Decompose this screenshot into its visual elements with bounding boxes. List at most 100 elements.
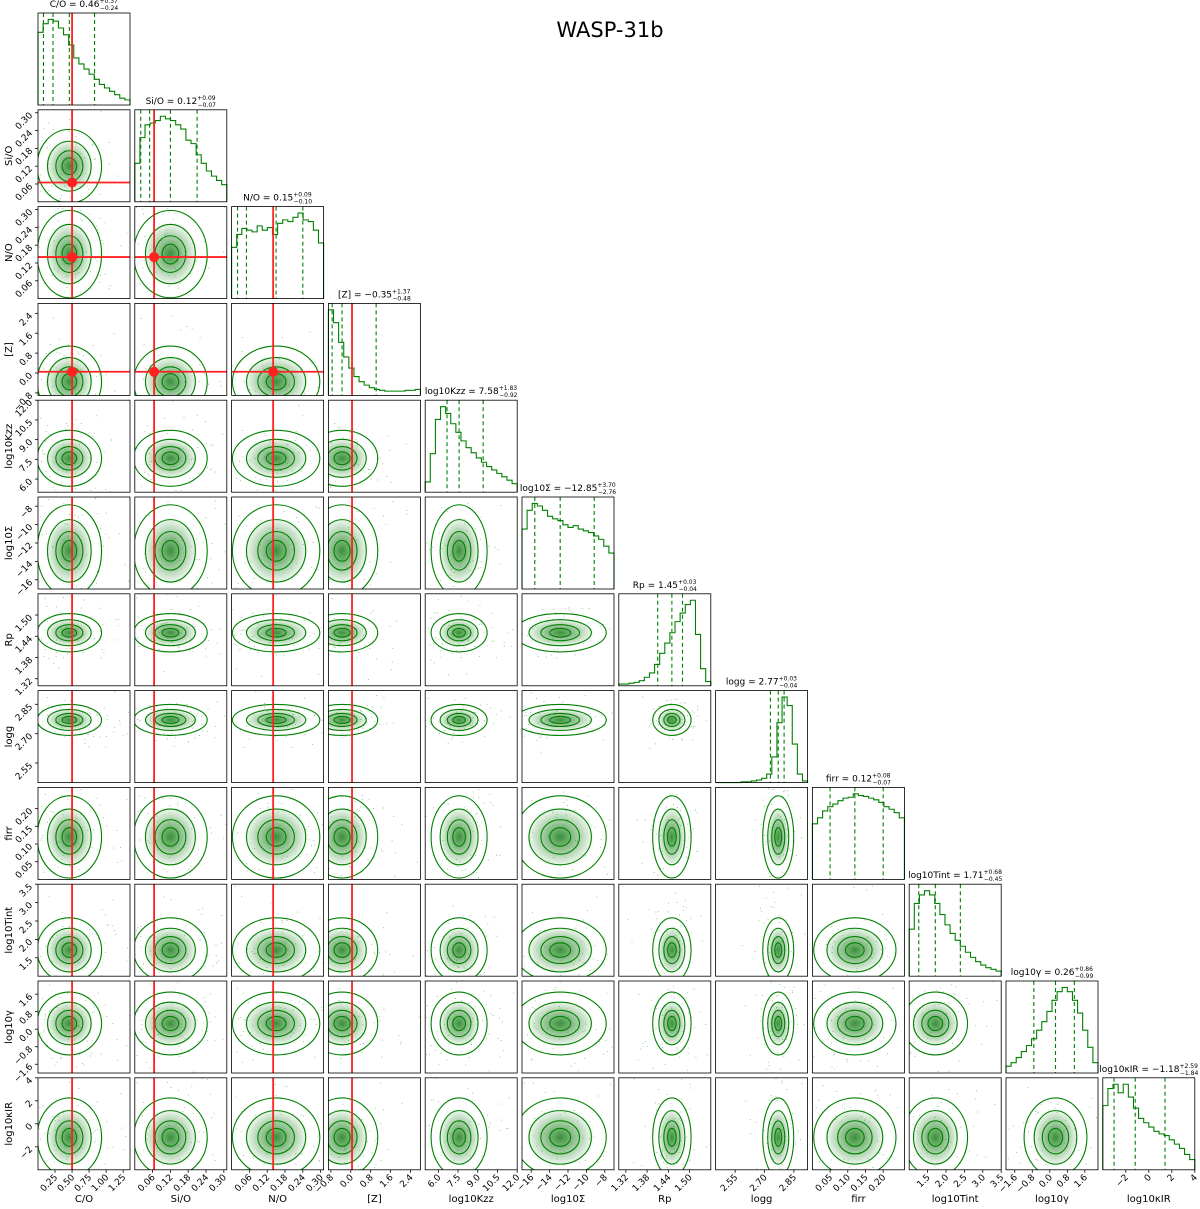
contour-line bbox=[61, 627, 78, 638]
panel-frame bbox=[618, 690, 712, 783]
contour-line bbox=[55, 445, 84, 471]
panel-frame bbox=[715, 1077, 808, 1171]
density-fill bbox=[243, 926, 309, 974]
scatter-points bbox=[38, 691, 129, 748]
contour-line bbox=[909, 991, 969, 1056]
panel-frame bbox=[134, 496, 228, 590]
contour-line bbox=[265, 827, 287, 847]
contour-panel-10-6 bbox=[618, 980, 712, 1074]
panel-title: N/O = 0.15+0.09 −0.10 bbox=[243, 192, 312, 206]
x-axis-label: Si/O bbox=[171, 1194, 191, 1205]
x-axis-label: [Z] bbox=[367, 1194, 382, 1205]
contour-line bbox=[257, 1009, 295, 1038]
panel-frame bbox=[134, 109, 228, 203]
contour-line bbox=[161, 243, 180, 265]
density-fill bbox=[45, 926, 94, 974]
contour-panel-3-2 bbox=[231, 302, 325, 396]
contour-line bbox=[333, 451, 351, 466]
x-tick-label: 0.25 bbox=[39, 1173, 60, 1194]
panel-frame bbox=[327, 690, 421, 783]
contour-line bbox=[161, 1127, 180, 1147]
panel-frame bbox=[231, 690, 325, 783]
contour-line bbox=[912, 1001, 958, 1046]
truth-point bbox=[268, 366, 279, 377]
panel-frame bbox=[134, 980, 228, 1074]
contour-line bbox=[161, 942, 180, 958]
y-tick-label: 2.0 bbox=[18, 937, 35, 954]
contour-line bbox=[245, 357, 307, 396]
contour-line bbox=[265, 715, 287, 725]
x-tick-label: −10 bbox=[571, 1173, 592, 1194]
density-fill bbox=[243, 437, 309, 480]
contour-line bbox=[658, 927, 686, 973]
y-tick-label: 10.5 bbox=[14, 418, 35, 439]
contour-line bbox=[46, 708, 92, 732]
x-tick-label: −2 bbox=[1114, 1173, 1130, 1189]
contour-line bbox=[161, 627, 180, 638]
panel-frame bbox=[908, 980, 1002, 1074]
contour-line bbox=[245, 1001, 307, 1046]
contour-line bbox=[231, 991, 321, 1056]
contour-panel-10-8 bbox=[812, 980, 905, 1074]
density-fill bbox=[45, 618, 94, 647]
density-fill bbox=[766, 806, 790, 868]
contour-line bbox=[837, 936, 873, 965]
contour-line bbox=[762, 795, 795, 879]
density-fill bbox=[328, 1108, 369, 1167]
panel-frame bbox=[37, 1077, 131, 1171]
contour-panel-5-4 bbox=[424, 496, 518, 590]
contour-line bbox=[446, 1009, 472, 1038]
contour-line bbox=[328, 808, 367, 866]
contour-line bbox=[439, 1110, 479, 1165]
y-tick-label: 2.5 bbox=[18, 919, 35, 936]
contour-line bbox=[767, 1001, 790, 1046]
contour-line bbox=[265, 451, 287, 466]
contour-line bbox=[771, 819, 786, 855]
y-tick-label: 0.06 bbox=[14, 279, 35, 300]
density-fill bbox=[824, 1000, 886, 1047]
density-fill bbox=[45, 708, 94, 732]
panel-frame bbox=[327, 302, 421, 396]
y-tick-label: 0.18 bbox=[14, 243, 35, 264]
contour-line bbox=[452, 627, 466, 638]
y-tick-label: 4 bbox=[24, 1076, 35, 1087]
contour-panel-10-1 bbox=[134, 980, 228, 1074]
panel-frame bbox=[231, 496, 325, 590]
contour-line bbox=[663, 819, 681, 855]
x-tick-label: 2.55 bbox=[719, 1173, 740, 1194]
contour-line bbox=[245, 708, 307, 732]
contour-panel-4-2 bbox=[231, 399, 325, 493]
panel-frame bbox=[134, 1077, 228, 1171]
contour-line bbox=[430, 795, 488, 879]
panel-title: log10Tint = 1.71+0.68 −0.45 bbox=[908, 869, 1002, 883]
panel-frame bbox=[327, 399, 421, 493]
contour-line bbox=[439, 519, 479, 583]
y-tick-label: 0.10 bbox=[14, 842, 35, 863]
contour-line bbox=[161, 373, 180, 391]
density-fill bbox=[766, 1108, 790, 1167]
panel-frame bbox=[327, 593, 421, 687]
y-axis-label: logg bbox=[4, 726, 15, 748]
contour-line bbox=[134, 703, 208, 737]
contour-panel-6-4 bbox=[424, 593, 518, 687]
contour-line bbox=[430, 991, 488, 1056]
contour-line bbox=[522, 991, 607, 1056]
contour-line bbox=[540, 1009, 581, 1038]
y-tick-label: 3.5 bbox=[18, 882, 35, 899]
contour-line bbox=[245, 438, 307, 478]
y-tick-label: 2.4 bbox=[18, 311, 35, 328]
panel-frame bbox=[134, 302, 228, 396]
x-tick-label: 0.75 bbox=[73, 1173, 94, 1194]
contour-line bbox=[549, 1127, 572, 1147]
contour-line bbox=[46, 1110, 92, 1165]
contour-line bbox=[333, 827, 351, 847]
panel-frame bbox=[37, 302, 131, 396]
contour-line bbox=[46, 140, 92, 192]
contour-line bbox=[528, 1001, 592, 1046]
truth-point bbox=[67, 252, 78, 263]
contour-line bbox=[333, 1127, 351, 1147]
panel-frame bbox=[37, 787, 131, 880]
panel-title: Si/O = 0.12+0.09 −0.07 bbox=[146, 95, 217, 109]
y-tick-label: 0.30 bbox=[14, 207, 35, 228]
contour-line bbox=[328, 991, 379, 1056]
